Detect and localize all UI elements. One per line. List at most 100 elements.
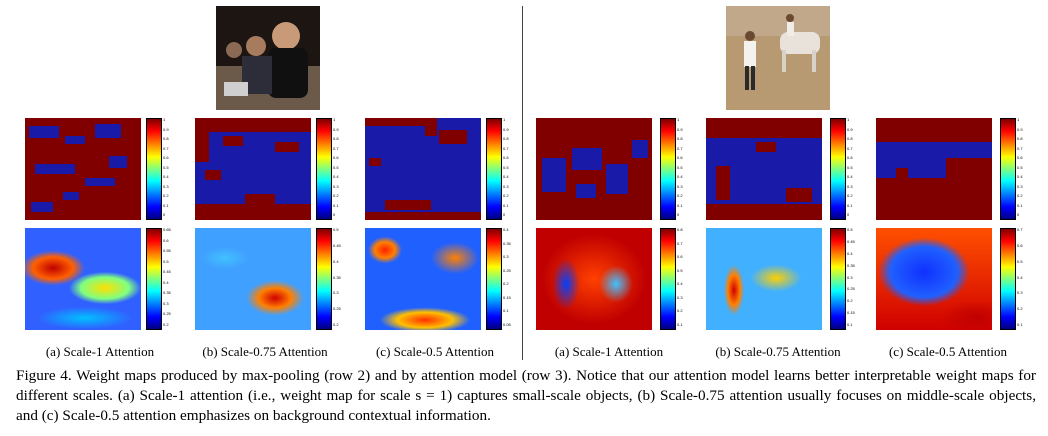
colorbar-ticks: 1 0.9 0.8 0.7 0.6 0.5 0.4 0.3 0.2 0.1 0 [333,118,357,218]
colorbar-tick-label: 0.4 [1017,174,1023,179]
colorbar-tick-label: 0.15 [847,310,855,316]
colorbar-tick-label: 0.4 [677,174,683,179]
colorbar-tick-label: 0.3 [677,183,683,189]
attention-map-a-left [25,228,141,330]
maxpool-map-b-left [195,118,311,220]
colorbar-attention-a-left [146,228,162,330]
colorbar-tick-label: 0.8 [677,227,683,232]
colorbar-tick-label: 0 [333,212,336,217]
figure-caption: Figure 4. Weight maps produced by max-po… [16,366,1036,426]
maxpool-map-a-right [536,118,652,220]
colorbar-tick-label: 0.5 [1017,258,1023,264]
colorbar-tick-label: 0.5 [163,258,169,264]
colorbar-tick-label: 0.3 [847,274,853,280]
caption-text: Weight maps produced by max-pooling (row… [16,367,1036,424]
colorbar-tick-label: 0.8 [1017,136,1023,141]
colorbar-tick-label: 0.1 [503,308,509,314]
colorbar-tick-label: 0.4 [847,250,853,256]
sublabel-c-left: (c) Scale-0.5 Attention [375,344,495,359]
colorbar-tick-label: 0.35 [847,262,855,268]
colorbar-tick-label: 1 [1017,117,1020,122]
colorbar-tick-label: 0.2 [677,308,683,314]
colorbar-tick-label: 0.1 [847,322,853,327]
colorbar-tick-label: 0.6 [1017,155,1023,160]
colorbar-tick-label: 0.3 [677,294,683,300]
colorbar-tick-label: 0.9 [847,126,853,132]
colorbar-tick-label: 0.3 [503,254,509,260]
colorbar-attention-c-right [1000,228,1016,330]
colorbar-tick-label: 0.6 [847,155,853,160]
colorbar-tick-label: 0.7 [847,145,853,151]
colorbar-tick-label: 0 [163,212,166,217]
colorbar-tick-label: 0.4 [677,281,683,287]
colorbar-maxpool-c-right [1000,118,1016,220]
colorbar-tick-label: 0.35 [333,274,341,280]
maxpool-map-c-left [365,118,481,220]
colorbar-tick-label: 0.2 [333,193,339,198]
colorbar-tick-label: 0.55 [163,248,171,254]
colorbar-tick-label: 0.5 [333,164,339,170]
colorbar-tick-label: 0.6 [677,254,683,260]
colorbar-tick-label: 0 [503,212,506,217]
colorbar-tick-label: 0.1 [677,202,683,208]
colorbar-tick-label: 0.5 [847,227,853,232]
colorbar-tick-label: 1 [847,117,850,122]
colorbar-tick-label: 0.1 [503,202,509,208]
sublabel-b-right: (b) Scale-0.75 Attention [715,344,841,359]
sublabel-c-right: (c) Scale-0.5 Attention [888,344,1008,359]
sublabel-a-left: (a) Scale-1 Attention [45,344,155,359]
figure-number: Figure 4. [16,367,72,384]
colorbar-tick-label: 0.1 [677,322,683,327]
colorbar-tick-label: 0.25 [333,306,341,312]
people-photo [216,6,320,110]
colorbar-attention-b-right [830,228,846,330]
colorbar-tick-label: 0.25 [503,267,511,273]
colorbar-tick-label: 0.2 [503,281,509,287]
horse-beach-photo [726,6,830,110]
colorbar-tick-label: 0.6 [163,237,169,243]
colorbar-ticks: 0.8 0.7 0.6 0.5 0.4 0.3 0.2 0.1 [677,228,701,328]
colorbar-tick-label: 0.25 [163,311,171,317]
colorbar-tick-label: 0.6 [677,155,683,160]
colorbar-tick-label: 0.2 [1017,306,1023,312]
colorbar-tick-label: 0.3 [503,183,509,189]
colorbar-ticks: 1 0.9 0.8 0.7 0.6 0.5 0.4 0.3 0.2 0.1 0 [847,118,871,218]
colorbar-tick-label: 0.8 [163,136,169,141]
colorbar-tick-label: 0.7 [677,240,683,246]
colorbar-tick-label: 0.3 [333,183,339,189]
colorbar-tick-label: 1 [503,117,506,122]
colorbar-tick-label: 0.2 [847,298,853,304]
colorbar-ticks: 0.4 0.35 0.3 0.25 0.2 0.15 0.1 0.05 [503,228,527,328]
attention-map-b-right [706,228,822,330]
colorbar-tick-label: 0.7 [1017,145,1023,151]
colorbar-tick-label: 0.6 [503,155,509,160]
colorbar-maxpool-a-left [146,118,162,220]
colorbar-tick-label: 0.9 [503,126,509,132]
colorbar-ticks: 0.7 0.6 0.5 0.4 0.3 0.2 0.1 [1017,228,1041,328]
colorbar-tick-label: 0 [677,212,680,217]
colorbar-tick-label: 0.7 [333,145,339,151]
colorbar-tick-label: 0.45 [847,238,855,244]
colorbar-tick-label: 0.5 [677,164,683,170]
colorbar-tick-label: 0.5 [503,164,509,170]
colorbar-tick-label: 0.5 [847,164,853,170]
colorbar-tick-label: 0.1 [847,202,853,208]
colorbar-tick-label: 0.3 [333,290,339,296]
colorbar-tick-label: 0.2 [503,193,509,198]
colorbar-tick-label: 0.8 [333,136,339,141]
colorbar-ticks: 1 0.9 0.8 0.7 0.6 0.5 0.4 0.3 0.2 0.1 0 [1017,118,1041,218]
colorbar-tick-label: 0.7 [1017,227,1023,232]
colorbar-tick-label: 0.7 [163,145,169,151]
colorbar-tick-label: 0.6 [1017,242,1023,248]
colorbar-tick-label: 1 [333,117,336,122]
colorbar-tick-label: 0.9 [677,126,683,132]
colorbar-tick-label: 1 [163,117,166,122]
colorbar-tick-label: 0.1 [163,202,169,208]
colorbar-tick-label: 0.4 [333,258,339,264]
maxpool-map-a-left [25,118,141,220]
colorbar-tick-label: 0.5 [677,267,683,273]
maxpool-map-c-right [876,118,992,220]
colorbar-tick-label: 0.1 [333,202,339,208]
colorbar-ticks: 1 0.9 0.8 0.7 0.6 0.5 0.4 0.3 0.2 0.1 0 [503,118,527,218]
colorbar-attention-a-right [660,228,676,330]
